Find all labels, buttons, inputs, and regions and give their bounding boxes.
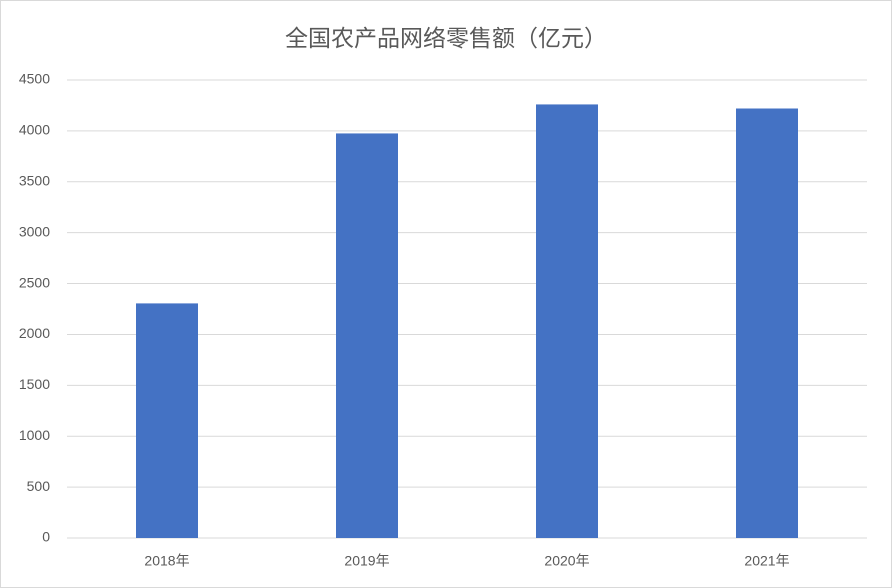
bar bbox=[736, 108, 798, 539]
chart-title: 全国农产品网络零售额（亿元） bbox=[285, 25, 607, 51]
y-tick-label: 2000 bbox=[19, 325, 50, 341]
y-tick-label: 0 bbox=[42, 529, 50, 545]
y-tick-label: 1000 bbox=[19, 427, 50, 443]
y-tick-label: 4500 bbox=[19, 71, 50, 87]
bar bbox=[336, 133, 398, 538]
x-tick-label: 2019年 bbox=[344, 553, 389, 569]
y-tick-label: 500 bbox=[27, 478, 51, 494]
bar bbox=[536, 104, 598, 538]
y-tick-label: 1500 bbox=[19, 376, 50, 392]
x-tick-label: 2018年 bbox=[144, 553, 189, 569]
y-tick-label: 3000 bbox=[19, 223, 50, 239]
bar bbox=[136, 303, 198, 538]
x-tick-label: 2020年 bbox=[544, 553, 589, 569]
y-tick-label: 2500 bbox=[19, 274, 50, 290]
y-tick-label: 3500 bbox=[19, 172, 50, 188]
y-tick-label: 4000 bbox=[19, 122, 50, 138]
x-tick-label: 2021年 bbox=[744, 553, 789, 569]
